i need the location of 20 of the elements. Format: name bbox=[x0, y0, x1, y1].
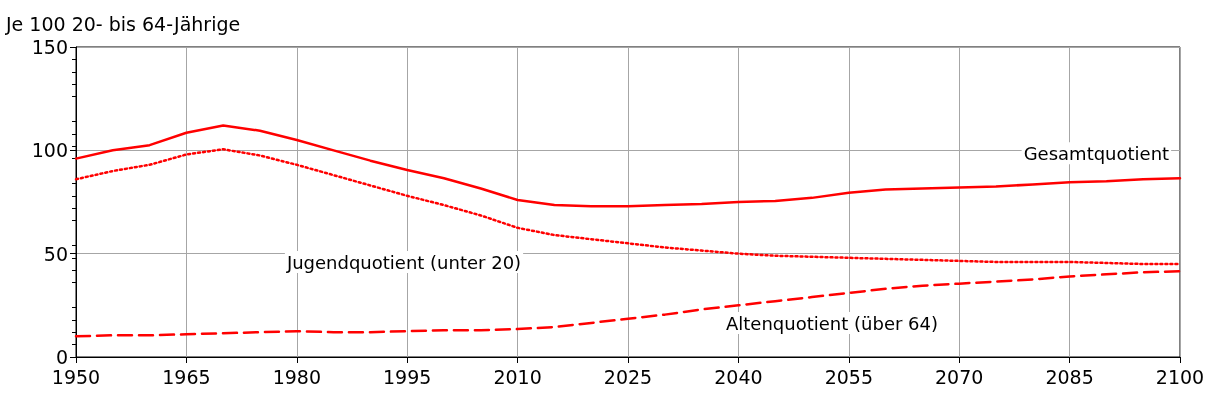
x-tick-label: 2010 bbox=[493, 365, 542, 388]
y-axis-title: Je 100 20- bis 64-Jährige bbox=[5, 12, 241, 35]
x-tick-label: 2100 bbox=[1155, 365, 1205, 388]
line-series bbox=[74, 124, 1182, 208]
x-tick-label: 2070 bbox=[935, 365, 984, 388]
y-tick-label: 0 bbox=[55, 346, 68, 368]
x-tick-label: 1950 bbox=[51, 365, 101, 388]
x-tick-label: 1980 bbox=[272, 365, 321, 388]
y-tick-label: 100 bbox=[31, 139, 68, 162]
x-tick-label: 2040 bbox=[714, 365, 763, 388]
x-tick-label: 2025 bbox=[603, 365, 653, 388]
y-tick-label: 50 bbox=[43, 242, 68, 265]
series-label: Jugendquotient (unter 20) bbox=[285, 251, 522, 273]
x-tick-label: 1965 bbox=[162, 365, 211, 388]
x-tick-label: 2055 bbox=[824, 365, 873, 388]
x-tick-label: 1995 bbox=[383, 365, 432, 388]
series-label: Altenquotient (über 64) bbox=[725, 312, 939, 334]
y-tick-label: 150 bbox=[31, 36, 68, 58]
series-label: Gesamtquotient bbox=[1023, 142, 1170, 164]
x-tick-label: 2085 bbox=[1045, 365, 1094, 388]
